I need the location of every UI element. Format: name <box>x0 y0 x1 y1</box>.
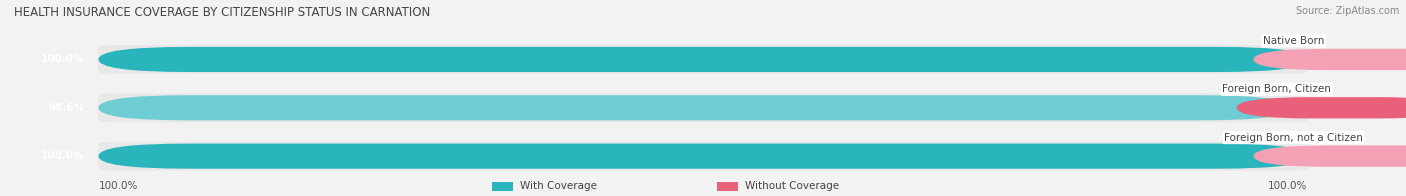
FancyBboxPatch shape <box>1254 145 1406 167</box>
FancyBboxPatch shape <box>98 47 1308 72</box>
Text: HEALTH INSURANCE COVERAGE BY CITIZENSHIP STATUS IN CARNATION: HEALTH INSURANCE COVERAGE BY CITIZENSHIP… <box>14 6 430 19</box>
Text: Foreign Born, Citizen: Foreign Born, Citizen <box>1222 84 1331 94</box>
FancyBboxPatch shape <box>98 142 1308 171</box>
Text: 100.0%: 100.0% <box>98 181 138 191</box>
Text: Native Born: Native Born <box>1263 36 1324 46</box>
Text: 100.0%: 100.0% <box>41 54 84 64</box>
Text: With Coverage: With Coverage <box>520 181 598 191</box>
Text: Without Coverage: Without Coverage <box>745 181 839 191</box>
Text: 100.0%: 100.0% <box>1268 181 1308 191</box>
Text: 100.0%: 100.0% <box>41 151 84 161</box>
FancyBboxPatch shape <box>98 144 1308 169</box>
FancyBboxPatch shape <box>492 182 513 191</box>
FancyBboxPatch shape <box>98 93 1308 122</box>
Text: 98.6%: 98.6% <box>48 103 84 113</box>
FancyBboxPatch shape <box>98 95 1291 120</box>
FancyBboxPatch shape <box>1236 97 1406 119</box>
Text: Source: ZipAtlas.com: Source: ZipAtlas.com <box>1295 6 1399 16</box>
FancyBboxPatch shape <box>717 182 738 191</box>
FancyBboxPatch shape <box>1254 49 1406 70</box>
FancyBboxPatch shape <box>98 45 1308 74</box>
Text: Foreign Born, not a Citizen: Foreign Born, not a Citizen <box>1225 133 1362 143</box>
